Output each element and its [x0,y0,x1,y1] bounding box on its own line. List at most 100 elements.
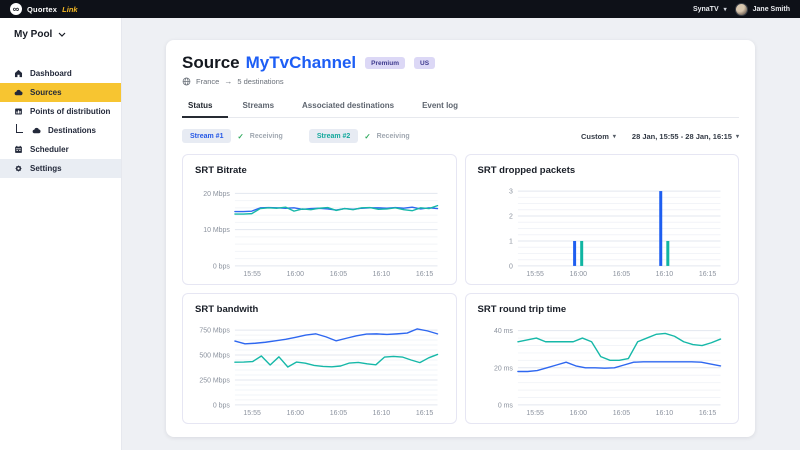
srt-bitrate-chart: 20 Mbps 10 Mbps 0 bps 15:55 16:00 16:05 16:10 1… [203,191,439,278]
tree-connector [16,124,23,133]
svg-text:3: 3 [509,189,513,196]
topbar: ∞ Quortex Link SynaTV ▾ Jane Smith [0,0,800,18]
source-location: France [196,77,220,86]
source-name: MyTvChannel [245,53,357,72]
cloud-icon [14,89,23,96]
sidebar-item-scheduler[interactable]: Scheduler [0,140,121,159]
sidebar-item-label: Settings [30,164,62,173]
tab-streams[interactable]: Streams [242,101,275,110]
region-badge: US [414,57,436,69]
check-icon: ✓ [364,131,371,141]
arrow-right-icon: → [224,77,233,86]
svg-text:16:15: 16:15 [416,410,434,417]
sidebar-item-label: Scheduler [30,145,69,154]
org-selector[interactable]: SynaTV ▾ [693,6,727,13]
svg-text:0 bps: 0 bps [213,402,231,409]
charts-grid: SRT Bitrate 20 Mbps 10 Mbps 0 bps 15:55 16:0… [182,154,739,424]
stream2-chip[interactable]: Stream #2 [308,129,359,143]
gear-icon [15,165,22,172]
sidebar-item-dashboard[interactable]: Dashboard [0,64,121,83]
page-title: Source MyTvChannel Premium US [182,53,739,73]
pool-name: My Pool [14,29,53,40]
svg-text:15:55: 15:55 [526,410,544,417]
srt-round-trip-time-chart: 40 ms 20 ms 0 ms 15:55 16:00 16:05 16:10 16:15 [493,328,721,417]
avatar [734,2,748,16]
stream1-chip[interactable]: Stream #1 [182,129,232,143]
sidebar-nav: Dashboard Sources Points of distribution… [0,64,121,178]
source-meta: France → 5 destinations [182,77,739,86]
main-area: Source MyTvChannel Premium US France → 5… [122,18,800,450]
svg-text:16:05: 16:05 [330,410,348,417]
chart-title: SRT round trip time [477,304,567,315]
destinations-count[interactable]: 5 destinations [237,77,284,86]
svg-text:15:55: 15:55 [243,410,261,417]
date-range-select[interactable]: 28 Jan, 15:55 - 28 Jan, 16:15 ▾ [632,132,739,141]
chart-title: SRT Bitrate [195,165,247,176]
svg-text:40 ms: 40 ms [493,328,512,335]
range-mode-select[interactable]: Custom ▾ [581,132,616,141]
sidebar: My Pool Dashboard Sources Points of dist… [0,18,122,450]
svg-text:16:05: 16:05 [330,271,348,278]
svg-text:16:10: 16:10 [373,410,391,417]
tab-event-log[interactable]: Event log [422,101,459,110]
srt-bitrate-card: SRT Bitrate 20 Mbps 10 Mbps 0 bps 15:55 16:0… [182,154,457,285]
svg-text:15:55: 15:55 [243,271,261,278]
svg-text:16:15: 16:15 [416,271,434,278]
stream2-status-label: Receiving [376,132,410,140]
srt-round-trip-time-card: SRT round trip time 40 ms 20 ms 0 ms 15:55 1… [464,293,739,424]
brand-name: Quortex [27,4,58,14]
stream2-status: Stream #2 ✓ Receiving [308,129,410,143]
svg-text:20 ms: 20 ms [493,365,512,372]
svg-text:250 Mbps: 250 Mbps [199,377,230,384]
sidebar-item-sources[interactable]: Sources [0,83,121,102]
pool-selector[interactable]: My Pool [0,18,121,52]
stream1-status-label: Receiving [249,132,283,140]
chart-title: SRT bandwith [195,304,259,315]
range-mode-label: Custom [580,131,609,141]
quortex-logo-icon: ∞ [10,3,22,15]
chart-title: SRT dropped packets [477,165,576,176]
svg-text:16:00: 16:00 [287,410,305,417]
brand: ∞ Quortex Link [10,3,78,15]
sidebar-item-settings[interactable]: Settings [0,159,121,178]
srt-dropped-packets-chart: 3 2 1 0 15:55 16:00 16:05 16:10 16:15 [509,189,721,278]
body: My Pool Dashboard Sources Points of dist… [0,18,800,450]
svg-text:16:05: 16:05 [612,410,630,417]
sidebar-item-destinations[interactable]: Destinations [0,121,121,140]
svg-text:16:00: 16:00 [569,271,587,278]
svg-text:0 bps: 0 bps [213,263,231,270]
srt-bandwidth-card: SRT bandwith 750 Mbps 500 Mbps 250 Mbps 0 b… [182,293,457,424]
srt-dropped-packets-card: SRT dropped packets 3 2 1 0 15:55 16:00 16:05 1… [464,154,739,285]
sidebar-item-points-of-distribution[interactable]: Points of distribution [0,102,121,121]
svg-text:16:00: 16:00 [287,271,305,278]
svg-text:750 Mbps: 750 Mbps [199,328,230,335]
user-name: Jane Smith [752,5,790,13]
source-detail-card: Source MyTvChannel Premium US France → 5… [166,40,755,437]
stream1-status: Stream #1 ✓ Receiving [182,129,283,143]
brand-accent: Link [62,4,78,14]
user-menu[interactable]: Jane Smith [734,2,790,16]
tab-associated-destinations[interactable]: Associated destinations [302,101,395,110]
svg-text:500 Mbps: 500 Mbps [199,353,230,360]
time-range-controls: Custom ▾ 28 Jan, 15:55 - 28 Jan, 16:15 ▾ [581,132,739,141]
topbar-right: SynaTV ▾ Jane Smith [693,2,790,16]
premium-badge: Premium [365,57,405,69]
svg-text:16:10: 16:10 [655,410,673,417]
chevron-down-icon: ▾ [723,6,727,13]
svg-text:16:15: 16:15 [698,271,716,278]
title-prefix: Source [182,53,240,72]
tab-status[interactable]: Status [182,95,229,118]
chevron-down-icon [58,32,66,37]
svg-text:16:15: 16:15 [698,410,716,417]
check-icon: ✓ [237,131,244,141]
svg-text:16:10: 16:10 [373,271,391,278]
svg-text:0: 0 [509,263,513,270]
svg-text:16:00: 16:00 [569,410,587,417]
svg-text:16:05: 16:05 [612,271,630,278]
cloud-icon [32,127,41,134]
svg-text:15:55: 15:55 [526,271,544,278]
distribution-icon [15,108,22,115]
globe-icon [182,77,191,86]
svg-text:10 Mbps: 10 Mbps [203,227,230,234]
